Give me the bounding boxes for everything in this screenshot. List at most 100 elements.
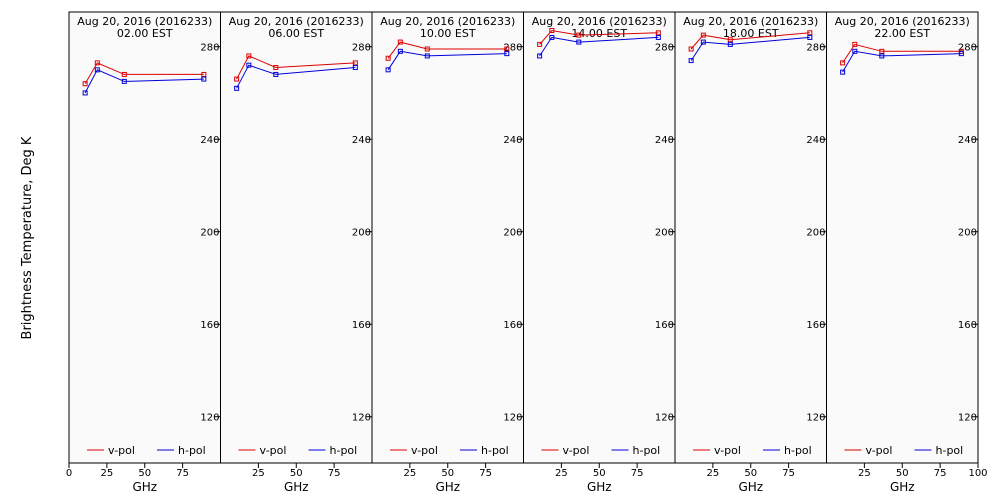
x-axis-label: GHz [738, 480, 763, 494]
y-tick-label: 160 [503, 320, 522, 331]
panel-frame [68, 11, 221, 464]
x-tick-label: 25 [404, 468, 417, 479]
x-tick-label: 75 [176, 468, 189, 479]
panel-subtitle: 22.00 EST [874, 27, 930, 40]
panel-title: Aug 20, 2016 (2016233) [77, 15, 212, 28]
panel-title: Aug 20, 2016 (2016233) [380, 15, 515, 28]
series-line-v-pol [387, 41, 507, 59]
y-tick-label: 120 [655, 413, 674, 424]
y-tick-label: 120 [503, 413, 522, 424]
y-tick-label: 160 [806, 320, 825, 331]
data-point [82, 90, 88, 96]
data-point [807, 30, 813, 36]
data-point [879, 53, 885, 59]
data-point [576, 39, 582, 45]
y-tick-label: 280 [200, 43, 219, 54]
y-tick-label: 200 [958, 228, 977, 239]
panel-subtitle: 06.00 EST [268, 27, 324, 40]
series-line-h-pol [842, 50, 962, 73]
data-point [246, 53, 252, 59]
x-tick-label: 25 [555, 468, 568, 479]
panel-frame [371, 11, 524, 464]
data-point [537, 53, 543, 59]
y-tick-label: 160 [655, 320, 674, 331]
data-point [700, 32, 706, 38]
y-tick-label: 280 [958, 43, 977, 54]
legend-label: v-pol [108, 444, 135, 457]
x-tick-label: 50 [744, 468, 757, 479]
x-tick-label: 50 [896, 468, 909, 479]
data-point [879, 48, 885, 54]
panel-subtitle: 10.00 EST [420, 27, 476, 40]
panel-title: Aug 20, 2016 (2016233) [532, 15, 667, 28]
data-point [576, 32, 582, 38]
x-axis-label: GHz [132, 480, 157, 494]
series-line-h-pol [236, 64, 356, 89]
y-tick-label: 280 [503, 43, 522, 54]
x-tick-label: 50 [593, 468, 606, 479]
data-point [201, 71, 207, 77]
data-point [688, 46, 694, 52]
panel-title: Aug 20, 2016 (2016233) [835, 15, 970, 28]
y-tick-label: 200 [655, 228, 674, 239]
data-point [840, 60, 846, 66]
data-point [688, 58, 694, 64]
y-tick-label: 160 [200, 320, 219, 331]
data-point [537, 41, 543, 47]
data-point [958, 51, 964, 57]
data-point [385, 67, 391, 73]
legend-label: v-pol [563, 444, 590, 457]
y-tick-label: 160 [958, 320, 977, 331]
data-point [121, 78, 127, 84]
series-line-v-pol [84, 62, 204, 84]
data-point [727, 37, 733, 43]
y-tick-label: 280 [352, 43, 371, 54]
data-point [82, 81, 88, 87]
panel-title: Aug 20, 2016 (2016233) [683, 15, 818, 28]
data-point [727, 41, 733, 47]
chart-panel-4: Aug 20, 2016 (2016233)14.00 EST 280 240 200… [523, 11, 676, 494]
series-line-h-pol [690, 36, 810, 61]
data-point [852, 48, 858, 54]
x-tick-label: 50 [138, 468, 151, 479]
x-tick-label: 50 [290, 468, 303, 479]
legend-label: h-pol [178, 444, 206, 457]
data-point [655, 34, 661, 40]
x-tick-label: 25 [252, 468, 265, 479]
data-point [807, 34, 813, 40]
data-point [273, 65, 279, 71]
y-tick-label: 280 [655, 43, 674, 54]
legend-label: v-pol [260, 444, 287, 457]
data-point [852, 41, 858, 47]
legend-label: v-pol [866, 444, 893, 457]
series-line-h-pol [84, 69, 204, 94]
panel-title: Aug 20, 2016 (2016233) [229, 15, 364, 28]
y-tick-label: 200 [806, 228, 825, 239]
legend-label: h-pol [330, 444, 358, 457]
y-tick-label: 120 [200, 413, 219, 424]
x-tick-label: 75 [782, 468, 795, 479]
data-point [840, 69, 846, 75]
x-tick-label: 75 [479, 468, 492, 479]
y-axis-label: Brightness Temperature, Deg K [20, 136, 35, 339]
panel-subtitle: 14.00 EST [571, 27, 627, 40]
legend-label: h-pol [633, 444, 661, 457]
data-point [352, 65, 358, 71]
series-line-h-pol [387, 50, 507, 71]
x-tick-label: 0 [66, 468, 72, 479]
legend-label: h-pol [936, 444, 964, 457]
y-tick-label: 160 [352, 320, 371, 331]
data-point [352, 60, 358, 66]
data-point [700, 39, 706, 45]
chart-panel-2: Aug 20, 2016 (2016233)06.00 EST 280 240 200… [220, 11, 373, 494]
panel-frame [826, 11, 979, 464]
data-point [234, 85, 240, 91]
y-tick-label: 200 [503, 228, 522, 239]
y-tick-label: 240 [806, 135, 825, 146]
chart-panel-1: Aug 20, 2016 (2016233)02.00 EST 280 240 200… [66, 11, 221, 494]
series-line-h-pol [539, 36, 659, 57]
y-tick-label: 240 [958, 135, 977, 146]
data-point [504, 51, 510, 57]
chart-panel-6: Aug 20, 2016 (2016233)22.00 EST 280 240 200… [826, 11, 988, 494]
